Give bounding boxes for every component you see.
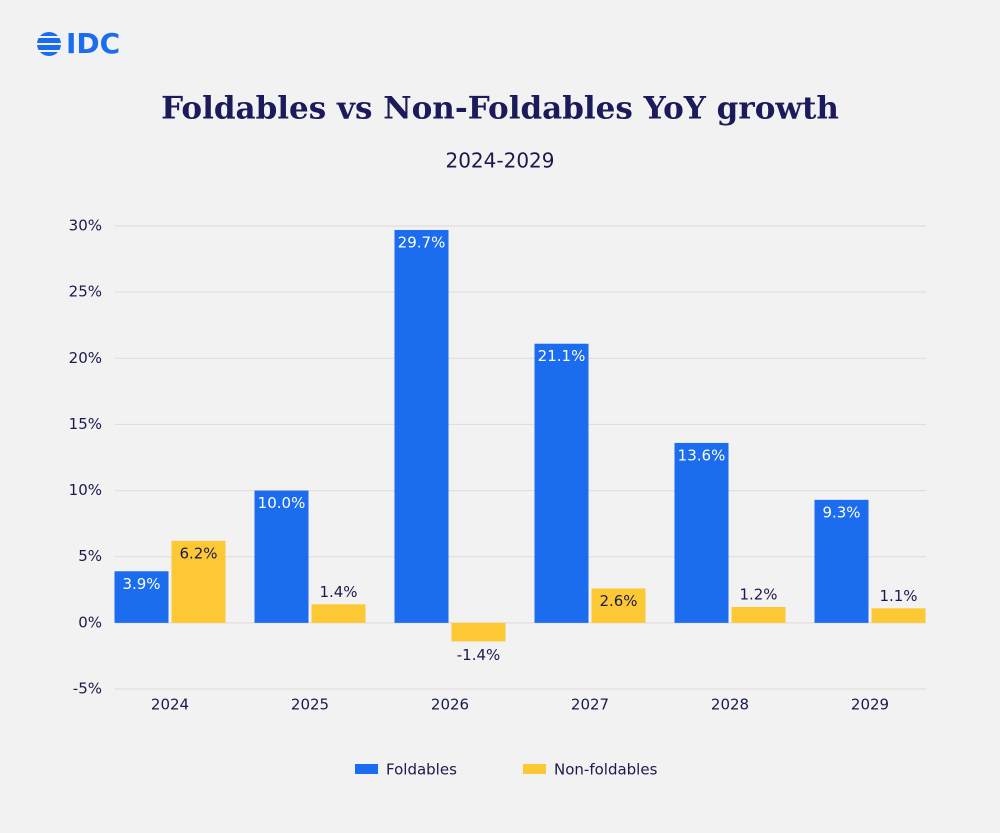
- y-tick-label: -5%: [73, 680, 102, 698]
- bar: [731, 606, 786, 623]
- bar: [871, 608, 926, 623]
- chart-subtitle: 2024-2029: [445, 149, 554, 173]
- value-label: 9.3%: [822, 503, 860, 521]
- y-tick-label: 25%: [69, 283, 102, 301]
- value-label: 6.2%: [179, 544, 217, 562]
- value-label: 21.1%: [538, 347, 586, 365]
- bar: [254, 490, 309, 623]
- bar: [171, 540, 226, 623]
- bar: [814, 499, 869, 623]
- value-label: 13.6%: [678, 446, 726, 464]
- value-label: 2.6%: [599, 592, 637, 610]
- x-tick-label: 2024: [151, 696, 189, 714]
- x-tick-label: 2029: [851, 696, 889, 714]
- y-tick-label: 5%: [78, 547, 102, 565]
- value-label: -1.4%: [457, 646, 501, 664]
- bar: [394, 229, 449, 623]
- y-tick-label: 0%: [78, 613, 102, 631]
- legend-swatch: [523, 764, 546, 774]
- x-tick-label: 2025: [291, 696, 329, 714]
- bar: [114, 571, 169, 623]
- legend-label: Non-foldables: [554, 761, 658, 779]
- value-label: 1.4%: [319, 583, 357, 601]
- value-label: 1.1%: [879, 587, 917, 605]
- value-label: 1.2%: [739, 585, 777, 603]
- x-tick-label: 2027: [571, 696, 609, 714]
- y-tick-label: 15%: [69, 415, 102, 433]
- bar: [451, 622, 506, 642]
- legend-swatch: [355, 764, 378, 774]
- y-tick-label: 10%: [69, 481, 102, 499]
- bar: [674, 442, 729, 623]
- value-label: 10.0%: [258, 494, 306, 512]
- bar: [534, 343, 589, 623]
- value-label: 3.9%: [122, 575, 160, 593]
- bar: [591, 588, 646, 623]
- bar: [311, 604, 366, 623]
- x-tick-label: 2026: [431, 696, 469, 714]
- x-tick-label: 2028: [711, 696, 749, 714]
- y-tick-label: 20%: [69, 349, 102, 367]
- y-tick-label: 30%: [69, 217, 102, 235]
- value-label: 29.7%: [398, 233, 446, 251]
- chart-title: Foldables vs Non-Foldables YoY growth: [161, 91, 839, 127]
- logo-icon: [35, 32, 63, 56]
- logo-text: IDC: [66, 27, 120, 60]
- legend-label: Foldables: [386, 761, 457, 779]
